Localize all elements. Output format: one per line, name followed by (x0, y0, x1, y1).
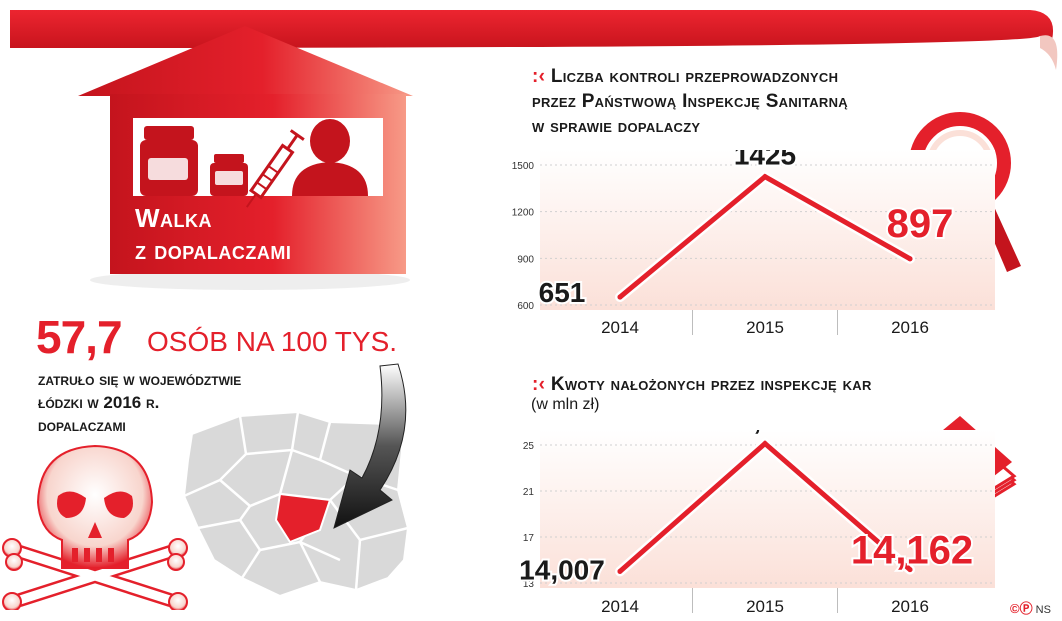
stat-description: zatruło się w województwie łódzki w 2016… (38, 368, 368, 437)
c2-value-label: 14,007 (519, 554, 605, 585)
c1-value-label: 1425 (734, 150, 796, 171)
stat-desc-line-2: łódzki w 2016 r. (38, 393, 160, 412)
c1-y-tick-label: 600 (517, 301, 534, 312)
chart2-series (615, 436, 915, 577)
person-icon (292, 119, 368, 196)
c1-data-point (762, 174, 768, 180)
c2-x-tick-label: 2014 (601, 597, 639, 616)
c2-y-tick-label: 21 (523, 487, 535, 498)
c2-y-tick-label: 17 (523, 533, 535, 544)
skull-crossbones-icon (2, 444, 188, 610)
chart2: 13 17 21 25 2014 2015 2016 14,007 25,128 14,162 (517, 430, 995, 616)
stat-desc-line-1: zatruło się w województwie (38, 370, 242, 389)
chart2-title: :‹ Kwoty nałożonych przez inspekcję kar (532, 374, 872, 395)
credit: ©Ⓟ NS (1010, 598, 1051, 617)
title-line-1: Walka (135, 203, 213, 233)
c1-y-tick-label: 900 (517, 254, 534, 265)
c1-x-tick-label: 2016 (891, 318, 929, 337)
c2-data-point (762, 441, 768, 447)
copyright-icon: ©Ⓟ (1010, 601, 1033, 616)
chart1-series (615, 170, 915, 303)
c1-x-tick-label: 2014 (601, 318, 639, 337)
chart2-y-ticks: 13 17 21 25 (523, 441, 535, 590)
c2-y-tick-label: 13 (523, 579, 535, 590)
chart2-grid (540, 444, 995, 613)
credit-text: NS (1035, 604, 1051, 616)
chart2-title-text: Kwoty nałożonych przez inspekcję kar (550, 374, 872, 395)
chart2-plot-band (540, 430, 995, 588)
c1-data-point (617, 294, 623, 300)
chart1-title-line-3: w sprawie dopalaczy (532, 116, 701, 137)
arrow-icon (333, 363, 407, 529)
c1-y-tick-label: 1500 (512, 161, 535, 172)
chart2-x-ticks: 2014 2015 2016 (601, 597, 929, 616)
stat-desc-line-3: dopalaczami (38, 416, 126, 435)
title-line-2: z dopalaczami (135, 235, 292, 265)
c2-x-tick-label: 2016 (891, 597, 929, 616)
chart1: 600 900 1200 1500 2014 2015 2016 651 1425 897 (512, 150, 995, 337)
c1-y-tick-label: 1200 (512, 208, 535, 219)
chart2-subtitle: (w mln zł) (531, 396, 600, 413)
chart1-title-line-1: Liczba kontroli przeprowadzonych (550, 66, 839, 87)
c2-y-tick-label: 25 (523, 441, 535, 452)
c1-value-label: 897 (887, 202, 954, 246)
chart2-value-labels: 14,007 25,128 14,162 (517, 430, 975, 587)
chart1-x-ticks: 2014 2015 2016 (601, 318, 929, 337)
chart1-title-line-2: przez Państwową Inspekcję Sanitarną (532, 91, 848, 112)
syringe-icon (246, 129, 305, 208)
chart1-title: :‹ Liczba kontroli przeprowadzonych prze… (532, 64, 972, 139)
c1-x-tick-label: 2015 (746, 318, 784, 337)
jar-icon (140, 126, 198, 196)
house-icon (78, 26, 413, 274)
chart1-value-labels: 651 1425 897 (537, 150, 956, 310)
chart1-grid (540, 164, 995, 335)
c2-value-label: 14,162 (851, 529, 973, 573)
c2-x-tick-label: 2015 (746, 597, 784, 616)
c1-value-label: 651 (539, 277, 586, 308)
chart1-y-ticks: 600 900 1200 1500 (512, 161, 535, 312)
c2-data-point (907, 567, 913, 573)
stat-value: 57,7 (36, 311, 123, 363)
c1-data-point (907, 256, 913, 262)
c2-value-label: 25,128 (722, 430, 808, 436)
stat-unit: osób na 100 tys. (147, 326, 398, 357)
c2-data-point (617, 568, 623, 574)
infographic-title: Walka z dopalaczami (135, 202, 291, 266)
